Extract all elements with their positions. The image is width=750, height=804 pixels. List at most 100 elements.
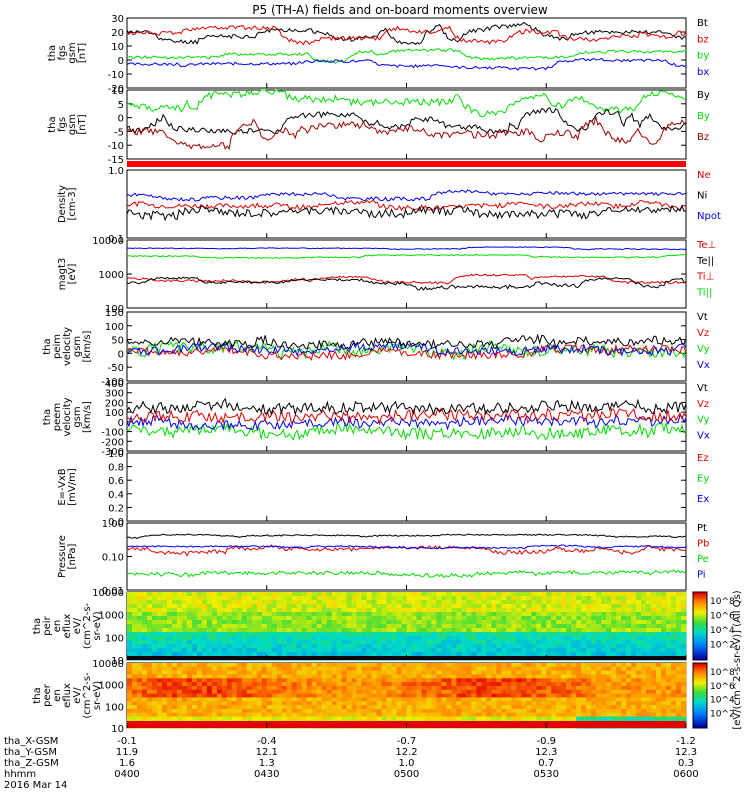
- spectrogram-cell: [646, 616, 652, 621]
- spectrogram-cell: [351, 674, 357, 679]
- spectrogram-cell: [541, 670, 547, 675]
- spectrogram-cell: [551, 596, 557, 601]
- spectrogram-cell: [526, 600, 532, 605]
- time-axis-value: -0.4: [257, 736, 277, 747]
- spectrogram-cell: [146, 620, 153, 625]
- spectrogram-cell: [301, 596, 308, 601]
- spectrogram-cell: [491, 632, 497, 637]
- spectrogram-cell: [271, 620, 278, 625]
- spectrogram-cell: [591, 612, 597, 617]
- spectrogram-cell: [296, 670, 303, 675]
- spectrogram-cell: [676, 628, 682, 633]
- spectrogram-cell: [646, 685, 652, 691]
- spectrogram-cell: [566, 678, 572, 683]
- colorbar-cell: [693, 641, 707, 644]
- spectrogram-cell: [136, 592, 143, 597]
- spectrogram-cell: [241, 608, 248, 613]
- spectrogram-cell: [386, 685, 392, 691]
- spectrogram-cell: [326, 666, 333, 672]
- spectrogram-cell: [181, 682, 188, 687]
- spectrogram-cell: [551, 716, 557, 721]
- ytick-label-peem: 0: [118, 418, 124, 429]
- spectrogram-cell: [316, 689, 323, 694]
- spectrogram-cell: [641, 628, 647, 633]
- spectrogram-cell: [191, 670, 198, 675]
- spectrogram-cell: [461, 596, 467, 601]
- spectrogram-cell: [661, 632, 667, 637]
- ytick-label-peem: -100: [101, 428, 124, 439]
- spectrogram-cell: [511, 636, 517, 641]
- spectrogram-peer: [127, 663, 687, 729]
- spectrogram-cell: [221, 592, 228, 597]
- spectrogram-cell: [636, 652, 642, 657]
- spectrogram-cell: [201, 636, 208, 641]
- spectrogram-cell: [206, 632, 213, 637]
- spectrogram-cell: [471, 666, 477, 672]
- spectrogram-cell: [361, 708, 367, 714]
- spectrogram-cell: [541, 592, 547, 597]
- spectrogram-cell: [636, 596, 642, 601]
- spectrogram-cell: [151, 666, 158, 672]
- spectrogram-cell: [161, 685, 168, 691]
- spectrogram-cell: [156, 612, 163, 617]
- spectrogram-cell: [351, 670, 357, 675]
- spectrogram-cell: [136, 632, 143, 637]
- spectrogram-cell: [621, 628, 627, 633]
- spectrogram-cell: [326, 604, 333, 609]
- colorbar-cell: [693, 643, 707, 646]
- spectrogram-cell: [636, 648, 642, 653]
- spectrogram-cell: [311, 632, 318, 637]
- spectrogram-cell: [151, 636, 158, 641]
- spectrogram-cell: [456, 663, 462, 668]
- spectrogram-cell: [271, 652, 278, 657]
- spectrogram-cell: [346, 666, 352, 672]
- spectrogram-cell: [211, 652, 218, 657]
- spectrogram-cell: [386, 682, 392, 687]
- spectrogram-cell: [301, 693, 308, 698]
- spectrogram-cell: [441, 674, 447, 679]
- spectrogram-cell: [161, 640, 168, 645]
- spectrogram-cell: [306, 666, 313, 672]
- spectrogram-cell: [151, 682, 158, 687]
- spectrogram-cell: [386, 632, 392, 637]
- ytick-label-peim: 0: [118, 349, 124, 360]
- spectrogram-cell: [401, 670, 407, 675]
- spectrogram-cell: [246, 620, 253, 625]
- spectrogram-cell: [571, 689, 577, 694]
- spectrogram-cell: [401, 685, 407, 691]
- spectrogram-cell: [146, 596, 153, 601]
- spectrogram-cell: [376, 674, 382, 679]
- spectrogram-cell: [176, 705, 183, 710]
- spectrogram-cell: [656, 652, 662, 657]
- spectrogram-cell: [511, 624, 517, 629]
- spectrogram-cell: [516, 666, 522, 672]
- spectrogram-cell: [426, 600, 432, 605]
- spectrogram-cell: [376, 689, 382, 694]
- spectrogram-cell: [171, 701, 178, 706]
- spectrogram-cell: [471, 608, 477, 613]
- spectrogram-cell: [346, 697, 352, 702]
- spectrogram-cell: [276, 620, 283, 625]
- spectrogram-cell: [626, 652, 632, 657]
- spectrogram-cell: [326, 693, 333, 698]
- spectrogram-cell: [356, 612, 362, 617]
- ylabel-peem: gsm: [72, 406, 83, 427]
- spectrogram-cell: [371, 592, 377, 597]
- spectrogram-cell: [306, 640, 313, 645]
- spectrogram-cell: [351, 624, 357, 629]
- spectrogram-cell: [221, 636, 228, 641]
- spectrogram-cell: [401, 624, 407, 629]
- spectrogram-cell: [306, 674, 313, 679]
- spectrogram-cell: [561, 693, 567, 698]
- spectrogram-cell: [546, 689, 552, 694]
- spectrogram-cell: [261, 689, 268, 694]
- spectrogram-cell: [601, 648, 607, 653]
- spectrogram-cell: [596, 628, 602, 633]
- spectrogram-cell: [221, 640, 228, 645]
- spectrogram-cell: [246, 701, 253, 706]
- spectrogram-cell: [586, 712, 592, 717]
- spectrogram-cell: [236, 636, 243, 641]
- spectrogram-cell: [141, 612, 148, 617]
- spectrogram-cell: [191, 708, 198, 714]
